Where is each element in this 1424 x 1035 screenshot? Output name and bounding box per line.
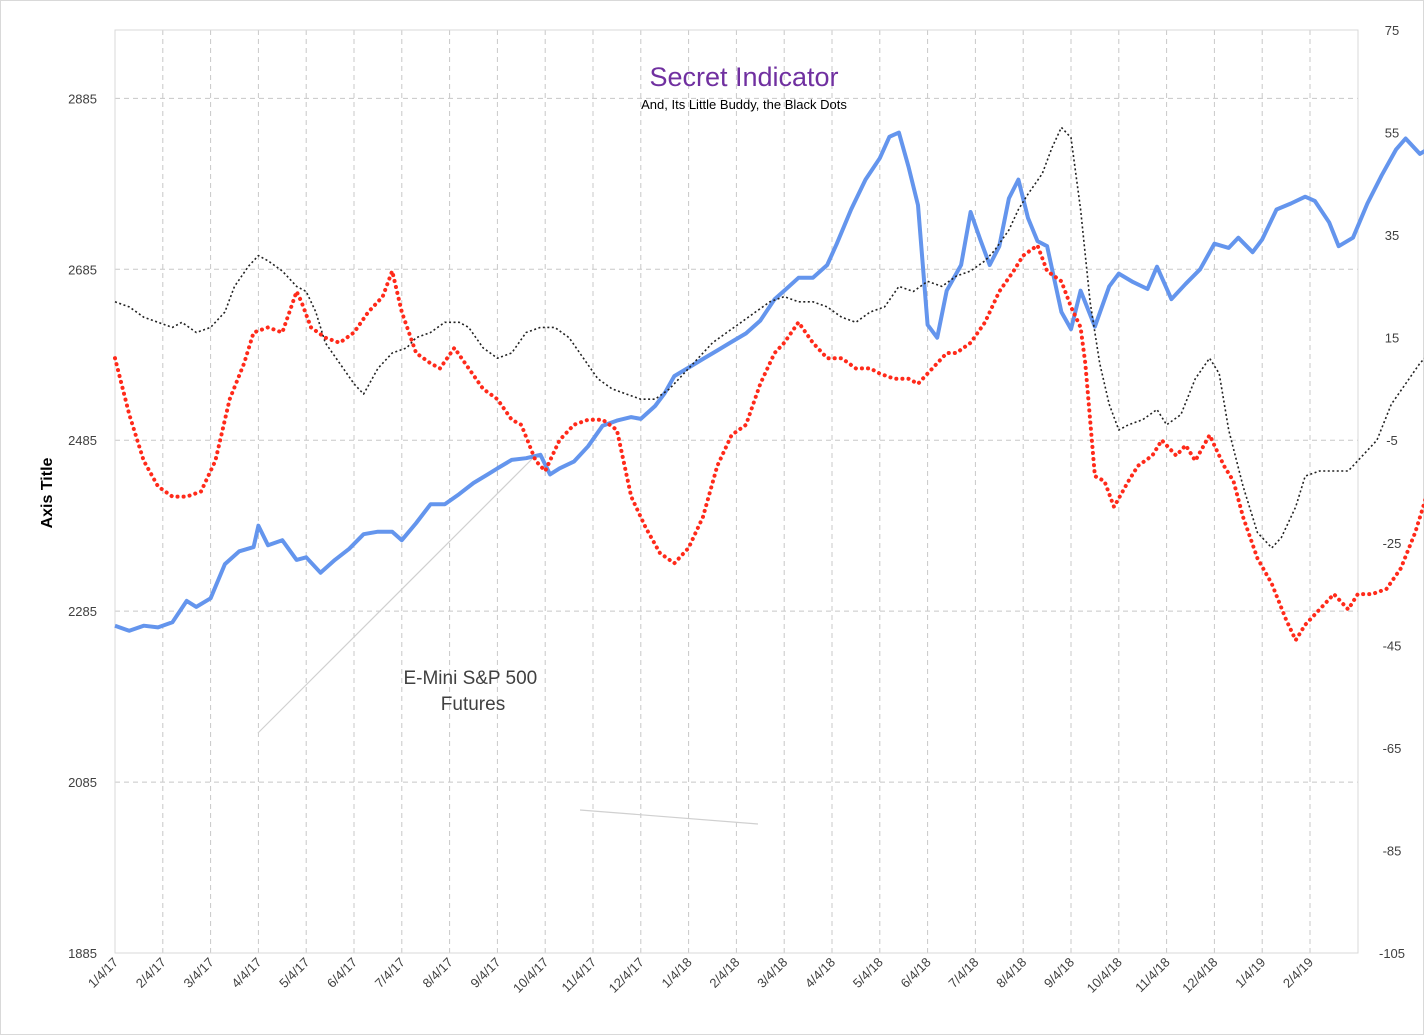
series-secret-indicator-line: [113, 243, 1424, 643]
x-tick-label: 11/4/17: [559, 955, 600, 996]
series-layer: [113, 126, 1424, 643]
x-tick-label: 6/4/17: [324, 955, 360, 991]
left-tick-label: 2085: [68, 775, 97, 790]
annotation-line-1: E-Mini S&P 500: [403, 668, 537, 689]
right-tick-label: -45: [1383, 638, 1402, 653]
x-tick-label: 2/4/17: [133, 955, 169, 991]
plot-area-border: [114, 29, 1359, 954]
annotation-connector-1: [257, 454, 537, 734]
right-tick-label: 55: [1385, 126, 1399, 141]
y-axis-title: Axis Title: [39, 457, 56, 528]
x-tick-label: 9/4/17: [467, 955, 503, 991]
x-tick-label: 5/4/17: [276, 955, 312, 991]
x-axis-ticks: 1/4/17 2/4/17 3/4/17 4/4/17 5/4/17 6/4/17 7/4/…: [85, 955, 1316, 996]
right-axis-ticks: -105 -85 -65 -45 -25 -5 15 35 55 75: [1379, 23, 1405, 961]
chart-title: Secret Indicator: [649, 62, 838, 92]
left-axis-ticks: 1885 2085 2285 2485 2685 2885: [68, 91, 97, 961]
x-tick-label: 12/4/17: [606, 955, 647, 996]
x-tick-label: 9/4/18: [1041, 955, 1077, 991]
x-tick-label: 1/4/19: [1232, 955, 1268, 991]
x-tick-label: 10/4/18: [1084, 955, 1125, 996]
x-tick-label: 7/4/17: [372, 955, 408, 991]
x-tick-label: 8/4/18: [993, 955, 1029, 991]
x-tick-label: 7/4/18: [945, 955, 981, 991]
x-tick-label: 5/4/18: [850, 955, 886, 991]
x-tick-label: 12/4/18: [1179, 955, 1220, 996]
x-tick-label: 2/4/18: [706, 955, 742, 991]
left-tick-label: 2285: [68, 604, 97, 619]
series-black-dots-line: [114, 126, 1424, 549]
x-tick-label: 3/4/17: [181, 955, 217, 991]
right-tick-label: 35: [1385, 228, 1399, 243]
left-tick-label: 2685: [68, 262, 97, 277]
right-tick-label: -105: [1379, 946, 1405, 961]
annotation-label: E-Mini S&P 500 Futures: [403, 668, 542, 715]
x-tick-label: 3/4/18: [754, 955, 790, 991]
right-tick-label: -25: [1383, 536, 1402, 551]
x-tick-label: 4/4/17: [228, 955, 264, 991]
right-tick-label: -85: [1383, 843, 1402, 858]
right-tick-label: -5: [1386, 433, 1398, 448]
left-tick-label: 2885: [68, 91, 97, 106]
left-tick-label: 1885: [68, 946, 97, 961]
annotation-line-2: Futures: [441, 694, 505, 715]
left-tick-label: 2485: [68, 433, 97, 448]
right-tick-label: -65: [1383, 741, 1402, 756]
x-tick-label: 8/4/17: [420, 955, 456, 991]
gridlines: [115, 30, 1358, 954]
x-tick-label: 11/4/18: [1132, 955, 1173, 996]
x-tick-label: 4/4/18: [802, 955, 838, 991]
x-tick-label: 1/4/18: [659, 955, 695, 991]
x-tick-label: 10/4/17: [510, 955, 551, 996]
annotation-connectors: [257, 454, 759, 825]
x-tick-label: 6/4/18: [898, 955, 934, 991]
x-tick-label: 2/4/19: [1280, 955, 1316, 991]
right-tick-label: 75: [1385, 23, 1399, 38]
annotation-connector-2: [579, 809, 759, 825]
series-es-futures-line: [114, 130, 1424, 633]
chart-subtitle: And, Its Little Buddy, the Black Dots: [641, 97, 847, 112]
right-tick-label: 15: [1385, 331, 1399, 346]
